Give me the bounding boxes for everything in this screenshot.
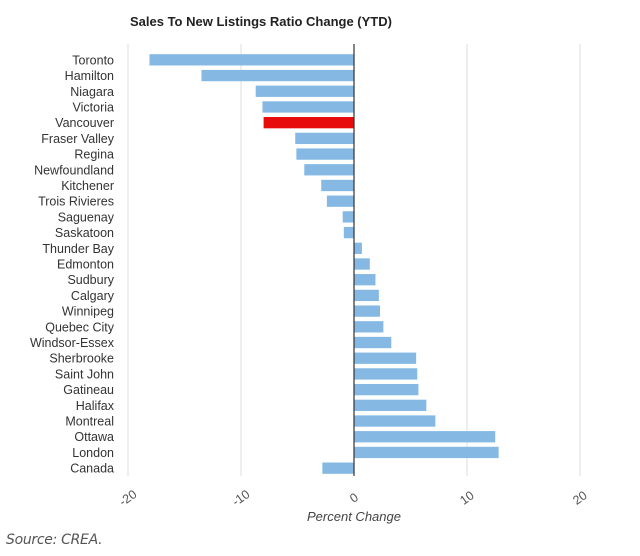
category-label: Sudbury — [67, 273, 114, 287]
bar-niagara — [255, 85, 354, 97]
bar-saint-john — [354, 368, 418, 380]
bar-sudbury — [354, 274, 376, 286]
bar-montreal — [354, 415, 436, 427]
category-label: Winnipeg — [62, 305, 114, 319]
chart-title: Sales To New Listings Ratio Change (YTD) — [130, 14, 392, 29]
bar-regina — [296, 148, 354, 160]
gridlines — [127, 44, 581, 476]
bar-thunder-bay — [354, 242, 362, 254]
bar-newfoundland — [304, 164, 354, 176]
x-tick-label: -10 — [230, 487, 253, 509]
bar-windsor-essex — [354, 336, 392, 349]
bars — [149, 54, 499, 474]
category-label: London — [72, 446, 114, 460]
bar-quebec-city — [354, 321, 384, 333]
category-label: Gatineau — [63, 383, 114, 397]
category-label: Sherbrooke — [49, 352, 114, 366]
bar-toronto — [149, 54, 354, 66]
category-label: Halifax — [76, 399, 115, 413]
category-label: Victoria — [73, 100, 115, 114]
x-tick-label: 10 — [457, 488, 476, 507]
category-label: Canada — [70, 462, 114, 476]
x-tick-label: 20 — [570, 488, 589, 507]
bar-fraser-valley — [295, 132, 354, 145]
bar-calgary — [354, 289, 379, 302]
category-label: Saint John — [55, 367, 114, 381]
bar-saguenay — [342, 211, 354, 223]
bar-trois-rivieres — [326, 195, 354, 207]
x-tick-label: 0 — [347, 490, 361, 505]
bar-victoria — [262, 101, 354, 113]
bar-london — [354, 446, 499, 459]
category-label: Vancouver — [55, 116, 114, 130]
category-label: Newfoundland — [34, 163, 114, 177]
bar-kitchener — [321, 179, 354, 192]
category-label: Ottawa — [74, 430, 114, 444]
bar-saskatoon — [343, 226, 354, 239]
category-label: Windsor-Essex — [30, 336, 115, 350]
bar-winnipeg — [354, 305, 380, 317]
bar-vancouver — [263, 117, 354, 129]
category-label: Hamilton — [65, 69, 114, 83]
bar-halifax — [354, 399, 427, 411]
category-label: Kitchener — [61, 179, 114, 193]
category-label: Fraser Valley — [41, 132, 114, 146]
x-tick-label: -20 — [117, 487, 140, 509]
x-tick-labels: -20 -10 0 10 20 — [117, 487, 590, 509]
bar-canada — [322, 462, 354, 474]
x-axis-title: Percent Change — [307, 509, 401, 524]
category-label: Trois Rivieres — [38, 195, 114, 209]
category-label: Quebec City — [45, 320, 115, 334]
bar-sherbrooke — [354, 352, 417, 364]
bar-edmonton — [354, 258, 370, 270]
category-label: Regina — [74, 148, 114, 162]
source-note: Source: CREA. — [6, 532, 103, 548]
category-label: Calgary — [71, 289, 115, 303]
bar-gatineau — [354, 383, 419, 396]
bar-ottawa — [354, 431, 496, 443]
category-label: Edmonton — [57, 258, 114, 272]
category-label: Saguenay — [58, 210, 115, 224]
category-label: Thunder Bay — [42, 242, 114, 256]
category-label: Saskatoon — [55, 226, 114, 240]
category-label: Montreal — [65, 415, 114, 429]
bar-hamilton — [201, 69, 354, 82]
category-label: Niagara — [70, 85, 114, 99]
category-label: Toronto — [72, 53, 114, 67]
